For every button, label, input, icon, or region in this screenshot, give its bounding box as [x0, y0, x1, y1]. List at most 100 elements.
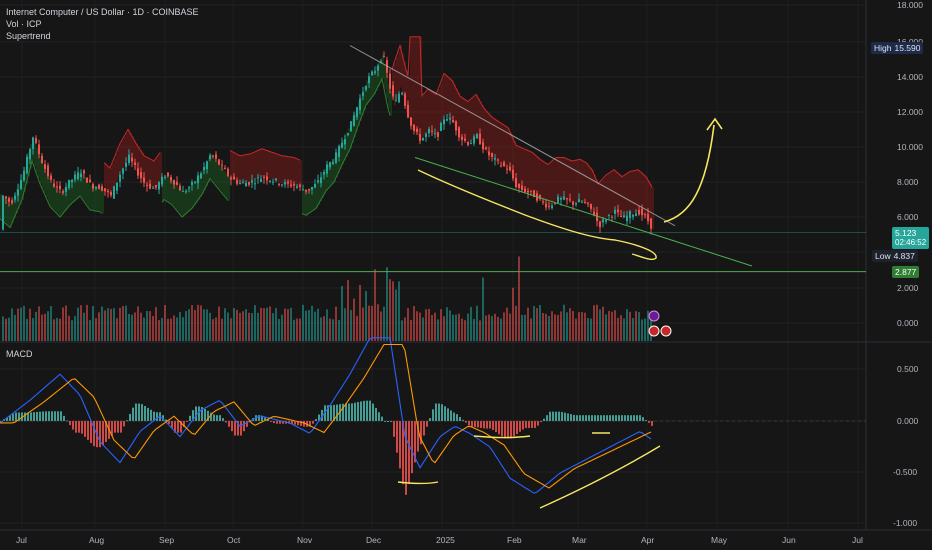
supertrend-up-fill [222, 168, 224, 194]
supertrend-up-fill [42, 163, 44, 189]
volume-bar [80, 305, 82, 341]
candle [362, 92, 364, 97]
macd-histogram-bar [6, 417, 8, 421]
volume-bar [179, 312, 181, 341]
volume-bar [320, 317, 322, 341]
volume-bar [449, 310, 451, 341]
macd-histogram-bar [207, 410, 209, 421]
supertrend-down-fill [146, 156, 148, 185]
macd-histogram-bar [645, 420, 647, 422]
price-tick-label: 8.000 [897, 177, 919, 187]
candle [188, 187, 190, 189]
supertrend-down-fill [396, 57, 398, 100]
supertrend-down-fill [448, 77, 450, 119]
macd-histogram-bar [273, 421, 275, 424]
support-badge-value: 2.877 [895, 267, 917, 277]
volume-bar [143, 317, 145, 341]
candle [350, 121, 352, 132]
macd-histogram-bar [276, 421, 278, 424]
volume-bar [638, 312, 640, 341]
candle [347, 133, 349, 136]
volume-bar [335, 306, 337, 341]
macd-histogram-bar [534, 421, 536, 428]
candle [44, 164, 46, 169]
supertrend-down-fill [456, 88, 458, 131]
supertrend-up-fill [374, 70, 376, 95]
supertrend-up-fill [174, 182, 176, 208]
volume-bar [146, 310, 148, 341]
volume-bar [350, 310, 352, 341]
candle [563, 196, 565, 200]
candle [92, 184, 94, 189]
volume-bar [374, 269, 376, 341]
macd-histogram-bar [369, 400, 371, 421]
supertrend-down-fill [504, 125, 506, 168]
candles [2, 51, 652, 235]
supertrend-up-fill [168, 177, 170, 203]
supertrend-down-fill [578, 159, 580, 202]
supertrend-up-fill [28, 151, 30, 177]
volume-bar [572, 310, 574, 341]
volume-bar [467, 313, 469, 341]
symbol-title[interactable]: Internet Computer / US Dollar · 1D · COI… [6, 7, 199, 17]
volume-bar [491, 316, 493, 341]
macd-legend[interactable]: MACD [6, 349, 33, 359]
volume-bar [581, 312, 583, 341]
macd-histogram-bar [462, 419, 464, 421]
supertrend-down-fill [118, 148, 120, 177]
volume-bar [236, 309, 238, 341]
macd-histogram-bar [204, 408, 206, 421]
volume-bar [242, 311, 244, 341]
macd-histogram-bar [114, 421, 116, 433]
macd-histogram-bar [60, 411, 62, 421]
volume-bar [644, 318, 646, 341]
volume-bar [131, 314, 133, 341]
volume-bar [44, 313, 46, 341]
candle [395, 100, 397, 102]
supertrend-down-fill [248, 154, 250, 183]
supertrend-up-fill [302, 189, 304, 214]
supertrend-down-fill [236, 153, 238, 182]
macd-histogram-bar [555, 411, 557, 421]
macd-histogram-bar [174, 421, 176, 433]
volume-bar [239, 312, 241, 341]
supertrend-down-fill [562, 157, 564, 200]
macd-histogram-bar [45, 411, 47, 421]
macd-histogram-bar [435, 403, 437, 421]
supertrend-up-fill [388, 84, 390, 109]
supertrend-down-fill [242, 155, 244, 184]
supertrend-up-fill [96, 186, 98, 212]
volume-bar [125, 305, 127, 341]
volume-bar [245, 309, 247, 341]
volume-bar [260, 307, 262, 341]
supertrend-legend[interactable]: Supertrend [6, 31, 51, 41]
supertrend-down-fill [486, 110, 488, 153]
supertrend-down-fill [526, 149, 528, 192]
supertrend-up-fill [210, 154, 212, 179]
supertrend-down-fill [432, 91, 434, 134]
macd-histogram-bar [135, 403, 137, 421]
volume-bar [8, 317, 10, 341]
candle [278, 183, 280, 185]
volume-bar [137, 306, 139, 341]
macd-histogram-bar [102, 421, 104, 446]
time-tick-label: Jul [852, 535, 863, 545]
macd-histogram-bar [57, 411, 59, 421]
volume-bar [53, 319, 55, 341]
macd-histogram-bar [624, 415, 626, 421]
volume-bar [341, 285, 343, 341]
volume-bar [284, 308, 286, 341]
volume-legend[interactable]: Vol · ICP [6, 19, 42, 29]
candle [236, 180, 238, 184]
candle [368, 76, 370, 84]
candle [326, 164, 328, 174]
candle [233, 176, 235, 180]
volume-bar [557, 314, 559, 341]
macd-histogram-bar [138, 403, 140, 421]
macd-histogram-bar [564, 412, 566, 421]
candle [5, 196, 7, 199]
volume-bar [164, 305, 166, 341]
bar-countdown: 02:46:52 [895, 238, 927, 247]
supertrend-down-fill [422, 95, 424, 138]
